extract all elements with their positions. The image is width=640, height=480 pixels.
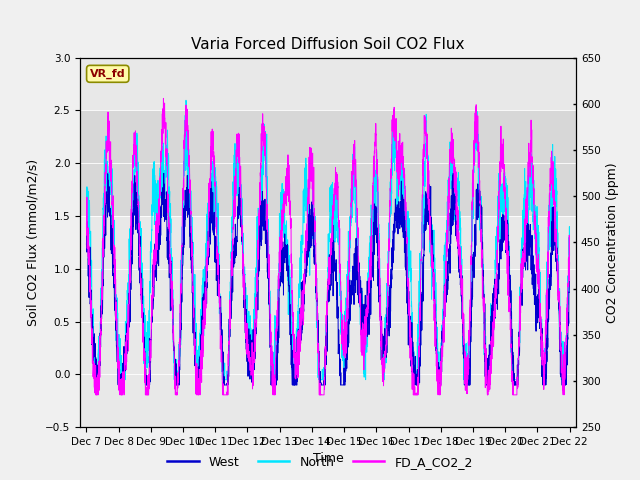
Legend: West, North, FD_A_CO2_2: West, North, FD_A_CO2_2: [163, 451, 477, 474]
Y-axis label: Soil CO2 Flux (mmol/m2/s): Soil CO2 Flux (mmol/m2/s): [26, 159, 40, 326]
Title: Varia Forced Diffusion Soil CO2 Flux: Varia Forced Diffusion Soil CO2 Flux: [191, 37, 465, 52]
X-axis label: Time: Time: [312, 453, 344, 466]
Bar: [80, 110, 576, 216]
Y-axis label: CO2 Concentration (ppm): CO2 Concentration (ppm): [606, 162, 619, 323]
Text: VR_fd: VR_fd: [90, 69, 125, 79]
